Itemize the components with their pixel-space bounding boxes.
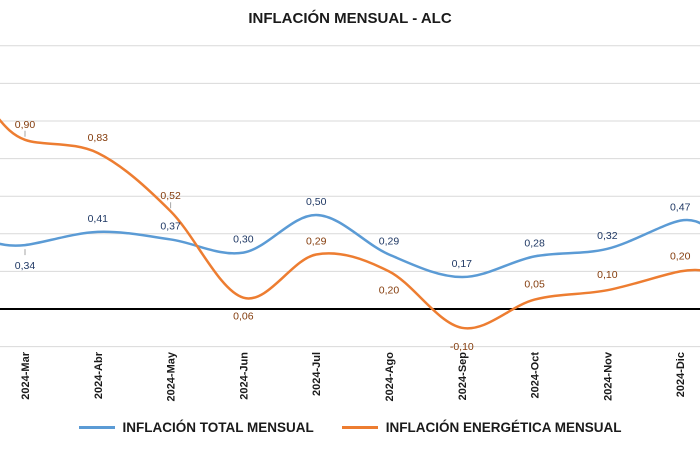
data-label-energy: 0,06 (233, 311, 254, 323)
x-tick-label: 2024-Ago (384, 352, 396, 402)
x-tick-label: 2024-Jul (311, 352, 323, 396)
data-label-total: 0,17 (452, 258, 473, 270)
legend-label-total: INFLACIÓN TOTAL MENSUAL (122, 420, 314, 435)
legend: INFLACIÓN TOTAL MENSUAL INFLACIÓN ENERGÉ… (0, 420, 700, 435)
data-label-energy: 0,20 (670, 250, 691, 262)
data-label-total: 0,28 (524, 237, 545, 249)
x-tick-label: 2024-Abr (93, 351, 105, 399)
data-label-total: 0,47 (670, 202, 691, 214)
data-label-energy: 0,29 (306, 235, 327, 247)
chart-title: INFLACIÓN MENSUAL - ALC (248, 10, 452, 27)
series-lines (0, 118, 700, 330)
data-label-total: 0,34 (15, 260, 36, 272)
x-tick-label: 2024-Dic (675, 352, 687, 397)
legend-item-total: INFLACIÓN TOTAL MENSUAL (78, 420, 314, 435)
x-tick-label: 2024-Jun (238, 352, 250, 400)
series-line-total (0, 213, 700, 279)
x-tick-label: 2024-Sep (457, 352, 469, 401)
data-label-total: 0,41 (88, 213, 109, 225)
x-axis-tick-labels: 2024-Mar 2024-Abr 2024-May 2024-Jun 2024-Jul… (20, 351, 687, 401)
data-label-energy: 0,20 (379, 284, 400, 296)
legend-swatch-energy (341, 426, 378, 429)
data-label-energy: -0,10 (450, 341, 474, 353)
data-label-total: 0,29 (379, 235, 400, 247)
series-line-energy (0, 118, 700, 330)
data-label-total: 0,50 (306, 196, 327, 208)
data-label-total: 0,32 (597, 230, 618, 242)
x-tick-label: 2024-Nov (602, 351, 614, 401)
legend-label-energy: INFLACIÓN ENERGÉTICA MENSUAL (385, 420, 622, 435)
legend-swatch-total (78, 426, 115, 429)
data-label-total: 0,30 (233, 234, 254, 246)
x-tick-label: 2024-Oct (530, 352, 542, 399)
gridlines (0, 45, 700, 348)
data-label-energy: 0,52 (160, 190, 181, 202)
data-label-energy: 0,10 (597, 269, 618, 281)
data-label-energy: 0,90 (15, 119, 36, 131)
data-label-total: 0,37 (160, 220, 181, 232)
data-label-energy: 0,83 (88, 132, 109, 144)
x-tick-label: 2024-Mar (20, 351, 32, 399)
x-tick-label: 2024-May (166, 351, 178, 401)
data-label-energy: 0,05 (524, 279, 545, 291)
data-labels: 0,34 0,41 0,37 0,30 0,50 0,29 0,17 0,28 0,32 0,47… (15, 119, 691, 353)
legend-item-energy: INFLACIÓN ENERGÉTICA MENSUAL (341, 420, 622, 435)
